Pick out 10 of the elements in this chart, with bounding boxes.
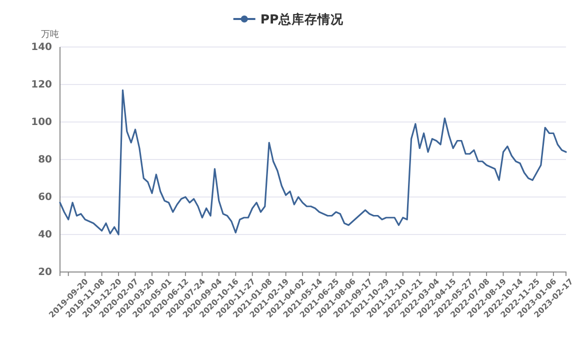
y-tick-label: 100 <box>31 117 52 128</box>
y-tick-label: 120 <box>31 80 52 91</box>
legend-label: PP总库存情况 <box>260 12 345 26</box>
y-tick-label: 80 <box>38 154 52 166</box>
line-series <box>59 89 567 236</box>
y-tick-label: 60 <box>38 192 52 204</box>
y-tick-label: 140 <box>31 42 52 54</box>
y-axis-title: 万吨 <box>41 29 59 40</box>
y-tick-label: 40 <box>38 230 52 241</box>
y-tick-label: 20 <box>38 267 52 278</box>
